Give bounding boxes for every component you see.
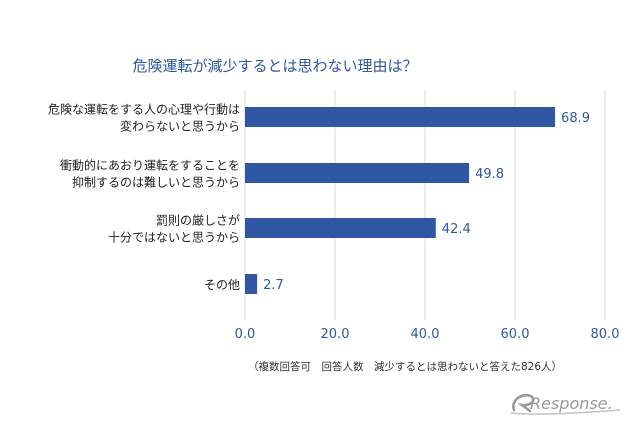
category-label-line: 危険な運転をする人の心理や行動は — [48, 103, 240, 117]
logo-text: Response. — [530, 394, 613, 413]
bars — [245, 107, 556, 294]
response-r-swoosh-icon: Response. — [510, 393, 621, 415]
value-label: 68.9 — [561, 111, 590, 126]
value-label: 49.8 — [475, 167, 504, 182]
footnote: （複数回答可 回答人数 減少するとは思わないと答えた826人） — [248, 361, 563, 373]
category-label-line: 変わらないと思うから — [120, 119, 240, 134]
category-label: 衝動的にあおり運転をすることを抑制するのは難しいと思うから — [60, 158, 240, 190]
category-label-line: 罰則の厳しさが — [156, 213, 240, 228]
category-label: その他 — [204, 278, 240, 292]
bar — [245, 163, 470, 183]
category-label-line: 十分ではないと思うから — [108, 231, 240, 245]
x-tick-label: 20.0 — [321, 327, 350, 342]
category-label-line: 衝動的にあおり運転をすることを — [60, 158, 240, 173]
category-label-line: 抑制するのは難しいと思うから — [72, 175, 240, 190]
response-logo: Response. — [508, 388, 626, 418]
x-tick-label: 0.0 — [235, 327, 256, 342]
x-tick-label: 60.0 — [501, 327, 530, 342]
x-tick-labels: 0.0 20.0 40.0 60.0 80.0 — [235, 327, 620, 342]
value-label: 2.7 — [263, 278, 284, 293]
bar — [245, 218, 436, 238]
bar — [245, 107, 556, 127]
value-labels: 68.9 49.8 42.4 2.7 — [263, 111, 590, 293]
value-label: 42.4 — [442, 222, 471, 237]
category-label: 危険な運転をする人の心理や行動は変わらないと思うから — [48, 103, 240, 134]
category-label: 罰則の厳しさが十分ではないと思うから — [108, 213, 240, 245]
category-labels: 危険な運転をする人の心理や行動は変わらないと思うから衝動的にあおり運転をすること… — [48, 103, 240, 293]
x-tick-label: 80.0 — [591, 327, 620, 342]
bar — [245, 274, 258, 294]
category-label-line: その他 — [204, 278, 240, 292]
x-tick-label: 40.0 — [411, 327, 440, 342]
chart-title: 危険運転が減少するとは思わない理由は？ — [132, 57, 417, 75]
